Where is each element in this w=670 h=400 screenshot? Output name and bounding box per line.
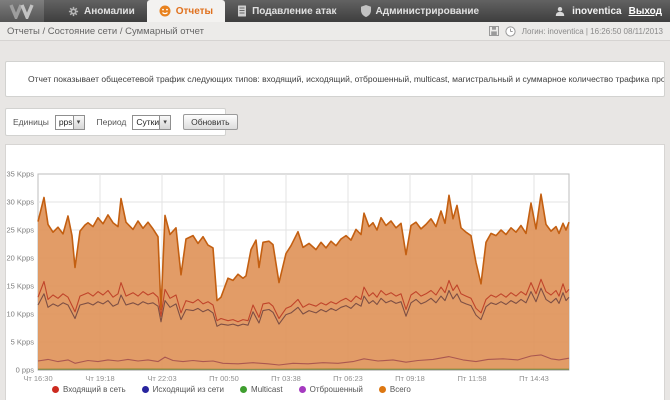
legend-item-outgoing: Исходящий из сети [141,385,225,394]
logo-icon [9,4,34,19]
svg-text:0 pps: 0 pps [16,366,35,375]
main-tabs: Аномалии Отчеты Подавление атак Админист… [56,0,491,22]
legend-item-incoming: Входящий в сеть [52,385,126,394]
svg-text:Пт 00:50: Пт 00:50 [209,374,239,383]
tab-label: Подавление атак [252,5,337,17]
status-area: Логин: inoventica | 16:26:50 08/11/2013 [488,25,663,37]
period-select[interactable]: Сутки ▾ [132,114,172,130]
tab-attack-suppression[interactable]: Подавление атак [225,0,348,22]
legend-item-total: Всего [378,385,411,394]
document-icon [238,5,247,17]
svg-text:Пт 09:18: Пт 09:18 [395,374,425,383]
period-select-value: Сутки [136,117,160,127]
svg-text:Чт 19:18: Чт 19:18 [85,374,114,383]
report-description: Отчет показывает общесетевой трафик след… [5,61,665,97]
svg-text:25 Kpps: 25 Kpps [6,226,34,235]
svg-text:Пт 03:38: Пт 03:38 [271,374,301,383]
svg-text:Пт 11:58: Пт 11:58 [457,374,486,383]
breadcrumb[interactable]: Отчеты / Состояние сети / Суммарный отче… [7,25,204,37]
legend-item-multicast: Multicast [240,385,283,394]
legend-dot [378,386,386,393]
app-logo[interactable] [0,0,44,22]
logout-link[interactable]: Выход [628,5,662,17]
breadcrumb-bar: Отчеты / Состояние сети / Суммарный отче… [0,22,670,41]
legend-item-dropped: Отброшенный [298,385,363,394]
chevron-down-icon: ▾ [72,115,84,129]
svg-text:Пт 14:43: Пт 14:43 [519,374,549,383]
smiley-icon [159,5,171,17]
tab-label: Администрирование [375,5,480,17]
tab-reports[interactable]: Отчеты [146,0,226,22]
tab-anomalies[interactable]: Аномалии [56,0,147,22]
legend-dot [240,386,248,393]
legend-label: Отброшенный [309,385,363,394]
report-description-text: Отчет показывает общесетевой трафик след… [28,74,664,84]
svg-text:5 Kpps: 5 Kpps [11,338,35,347]
legend-label: Входящий в сеть [63,385,126,394]
tab-label: Аномалии [84,5,135,17]
svg-text:Чт 22:03: Чт 22:03 [147,374,176,383]
units-label: Единицы [13,117,49,127]
user-icon [555,7,565,16]
tab-administration[interactable]: Администрирование [349,0,492,22]
login-info: Логин: inoventica | 16:26:50 08/11/2013 [521,26,663,36]
traffic-chart: 35 Kpps 30 Kpps 25 Kpps 20 Kpps 15 Kpps 10 Kp… [6,170,570,383]
refresh-button[interactable]: Обновить [183,114,238,130]
clock-icon[interactable] [505,25,516,37]
legend-label: Всего [389,385,411,394]
legend-dot [298,386,306,393]
units-select-value: pps [58,117,73,127]
svg-text:Чт 16:30: Чт 16:30 [23,374,52,383]
svg-text:Пт 06:23: Пт 06:23 [333,374,363,383]
legend-dot [52,386,59,393]
save-icon[interactable] [488,26,499,36]
tab-label: Отчеты [175,5,214,17]
chart-panel: 35 Kpps 30 Kpps 25 Kpps 20 Kpps 15 Kpps 10 Kp… [5,144,665,400]
legend-dot [141,386,149,393]
units-select[interactable]: pps ▾ [54,114,85,130]
period-label: Период [96,117,127,127]
svg-text:15 Kpps: 15 Kpps [6,282,34,291]
gear-icon [68,6,79,16]
svg-text:20 Kpps: 20 Kpps [6,254,34,263]
svg-text:10 Kpps: 10 Kpps [6,310,34,319]
top-nav: Аномалии Отчеты Подавление атак Админист… [0,0,670,22]
svg-text:30 Kpps: 30 Kpps [6,198,34,207]
legend-label: Исходящий из сети [152,385,225,394]
shield-icon [360,5,371,17]
nav-user-area: inoventica Выход [555,0,670,22]
username: inoventica [572,5,622,17]
chevron-down-icon: ▾ [159,115,171,129]
chart-legend: Входящий в сеть Исходящий из сети Multic… [52,385,411,394]
svg-text:35 Kpps: 35 Kpps [6,170,34,179]
legend-label: Multicast [251,385,283,394]
controls-panel: Единицы pps ▾ Период Сутки ▾ Обновить [5,108,238,136]
